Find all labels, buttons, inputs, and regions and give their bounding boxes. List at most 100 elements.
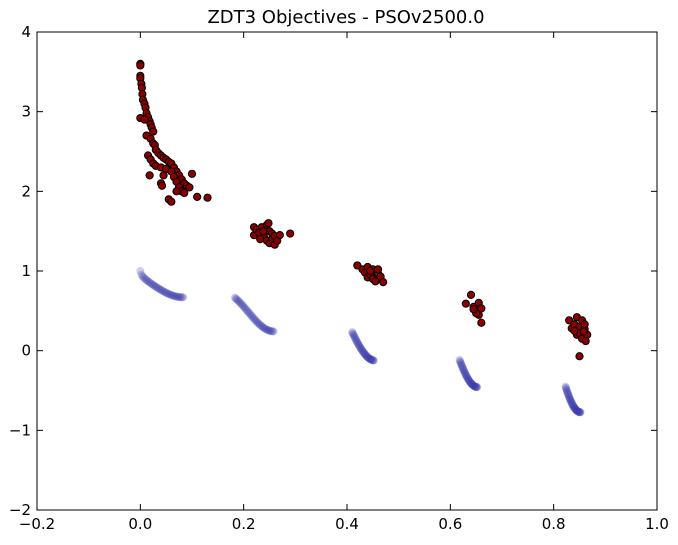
pareto-front-point [177,293,186,302]
particle-point [371,277,380,286]
particle-point [469,305,478,314]
pareto-front-point [350,333,359,342]
pareto-front-point [458,363,467,372]
pareto-front-point [469,381,478,390]
pareto-front-point [356,343,365,352]
pareto-front-point [162,288,171,297]
pareto-front-point [170,292,179,301]
pareto-front-point [349,331,358,340]
pareto-front-point [255,319,264,328]
pareto-front-point [231,294,240,303]
pareto-front-point [561,383,570,392]
particle-point [203,193,212,202]
pareto-front-point [244,308,253,317]
pareto-front-point [238,301,247,310]
pareto-front-point [148,280,157,289]
pareto-front-point [567,398,576,407]
pareto-front-point [456,359,465,368]
pareto-front-point [259,323,268,332]
pareto-front-point [461,370,470,379]
pareto-front-point [467,379,476,388]
particle-point [145,171,154,180]
pareto-front-point [356,344,365,353]
pareto-front-point [569,402,578,411]
y-tick-label: 1 [21,262,31,280]
pareto-front-point [357,345,366,354]
pareto-front-point [263,326,272,335]
pareto-front-point [572,406,581,415]
pareto-front-point [458,362,467,371]
pareto-front-point [461,369,470,378]
pareto-front-point [266,327,275,336]
pareto-front-point [246,310,255,319]
pareto-front-point [352,336,361,345]
pareto-front-point [473,383,482,392]
pareto-front-point [249,313,258,322]
pareto-front-point [574,407,583,416]
pareto-front-point [363,353,372,362]
pareto-front-point [264,326,273,335]
pareto-front-point [159,287,168,296]
pareto-front-point [463,374,472,383]
particle-point [366,266,375,276]
y-tick-label: 4 [21,23,31,41]
pareto-front-point [168,291,177,300]
pareto-front-point [354,339,363,348]
pareto-front-point [364,354,373,363]
pareto-front-point [570,404,579,413]
pareto-front-point [269,327,278,336]
pareto-front-point [565,394,574,403]
pareto-front-point [576,408,585,417]
pareto-front-point [153,283,162,292]
pareto-front-point [233,296,242,305]
pareto-front-point [362,352,371,361]
pareto-front-point [471,382,480,391]
pareto-front-point [459,364,468,373]
particle-point [379,278,388,287]
pareto-front-point [136,267,145,275]
pareto-front-point [253,318,262,327]
pareto-front-point [158,287,167,296]
particle-point [581,337,590,346]
pareto-front-point [236,299,245,308]
pareto-front-point [254,319,263,328]
pareto-front-point [367,355,376,364]
pareto-front-point [250,314,259,323]
particle-point [172,187,181,196]
particle-point [570,326,579,335]
particle-point [477,318,486,327]
particle-point [187,169,197,178]
x-tick-label: 1.0 [645,515,669,533]
pareto-front-point [354,340,363,349]
pareto-front-point [571,405,580,414]
pareto-front-point [267,327,276,336]
x-tick-label: 0.0 [128,515,152,533]
pareto-front-point [160,288,169,297]
y-tick-label: 2 [21,182,31,200]
pareto-front-point [240,303,249,312]
particle-point [159,171,168,180]
pareto-front-point [564,390,573,399]
x-tick-label: −0.2 [19,515,55,533]
pareto-front-point [573,407,582,416]
pareto-front-point [166,290,175,299]
pareto-front-point [232,295,241,304]
pareto-front-point [576,408,585,417]
particle-point [275,231,284,240]
pareto-front-point [176,293,185,302]
pareto-front-point [144,277,153,286]
pareto-front-point [566,397,575,406]
pareto-front-point [137,270,146,279]
particle-point [193,192,202,202]
pareto-front-point [572,405,581,414]
pareto-front-point [353,338,362,347]
particle-point [185,183,194,192]
pareto-front-point [572,406,581,415]
pareto-front-point [573,407,582,416]
pareto-front-point [165,290,174,299]
pareto-front-point [145,278,154,287]
pareto-front-point [563,388,572,397]
pareto-front-point [357,346,366,355]
pareto-front-point [138,272,147,281]
pareto-front-point [366,355,375,364]
